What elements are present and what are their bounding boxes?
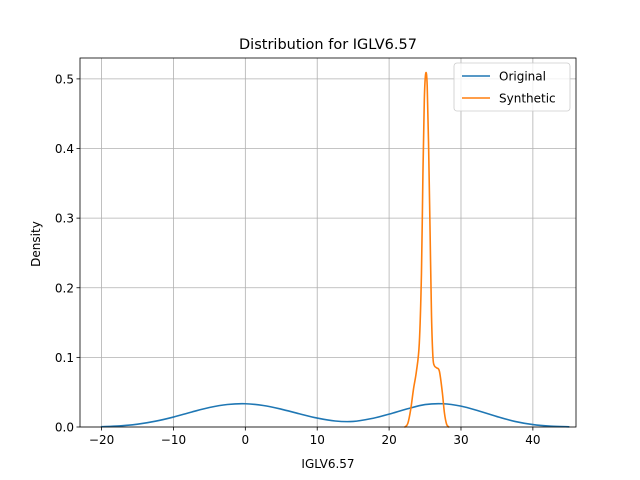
x-tick-label: −20 <box>89 433 114 447</box>
y-axis-label: Density <box>29 221 43 267</box>
x-tick-label: 0 <box>242 433 250 447</box>
y-tick-label: 0.0 <box>55 421 74 435</box>
legend-label: Synthetic <box>499 92 556 106</box>
legend-frame <box>453 62 571 112</box>
grid-layer <box>80 58 576 428</box>
x-axis-label: IGLV6.57 <box>301 457 354 471</box>
x-tick-label: 30 <box>453 433 468 447</box>
y-tick-label: 0.4 <box>55 142 74 156</box>
x-tick-label: 40 <box>525 433 540 447</box>
series-layer <box>100 71 570 428</box>
series-line-synthetic <box>404 71 450 428</box>
x-tick-label: −10 <box>161 433 186 447</box>
y-tick-label: 0.5 <box>55 72 74 86</box>
chart-title: Distribution for IGLV6.57 <box>239 37 417 53</box>
ticks-layer: −20 −10 0 10 20 30 40 0.0 0.1 0.2 0.3 0.4 0.5 <box>55 72 541 447</box>
y-tick-label: 0.1 <box>55 351 74 365</box>
series-line-original <box>100 402 570 428</box>
x-tick-label: 10 <box>310 433 325 447</box>
y-tick-label: 0.3 <box>55 212 74 226</box>
axes-frame <box>79 57 577 428</box>
legend-label: Original <box>499 70 546 84</box>
x-tick-label: 20 <box>381 433 396 447</box>
legend: Original Synthetic <box>453 62 571 112</box>
y-tick-label: 0.2 <box>55 281 74 295</box>
